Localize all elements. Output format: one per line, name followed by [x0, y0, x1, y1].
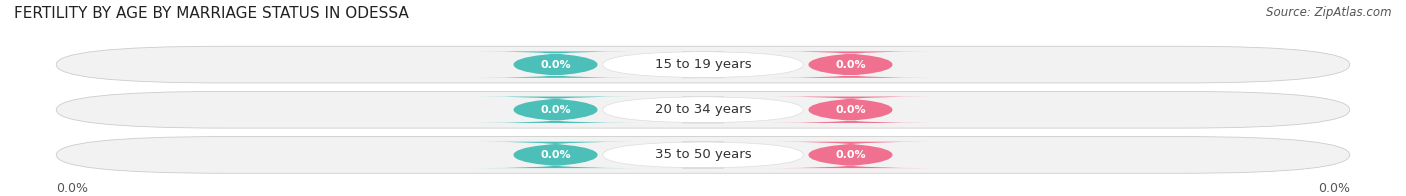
Text: 0.0%: 0.0% — [1317, 182, 1350, 195]
FancyBboxPatch shape — [477, 142, 634, 168]
FancyBboxPatch shape — [603, 51, 803, 78]
FancyBboxPatch shape — [56, 91, 1350, 128]
FancyBboxPatch shape — [772, 142, 929, 168]
Text: 0.0%: 0.0% — [835, 60, 866, 70]
FancyBboxPatch shape — [603, 97, 803, 123]
FancyBboxPatch shape — [56, 137, 1350, 173]
Text: 0.0%: 0.0% — [540, 150, 571, 160]
Text: 0.0%: 0.0% — [835, 105, 866, 115]
Text: 0.0%: 0.0% — [540, 60, 571, 70]
Text: 0.0%: 0.0% — [56, 182, 89, 195]
FancyBboxPatch shape — [772, 51, 929, 78]
FancyBboxPatch shape — [477, 51, 634, 78]
Text: FERTILITY BY AGE BY MARRIAGE STATUS IN ODESSA: FERTILITY BY AGE BY MARRIAGE STATUS IN O… — [14, 6, 409, 21]
Text: 15 to 19 years: 15 to 19 years — [655, 58, 751, 71]
FancyBboxPatch shape — [772, 97, 929, 123]
FancyBboxPatch shape — [477, 97, 634, 123]
FancyBboxPatch shape — [603, 142, 803, 168]
FancyBboxPatch shape — [56, 46, 1350, 83]
Text: 0.0%: 0.0% — [835, 150, 866, 160]
Text: Source: ZipAtlas.com: Source: ZipAtlas.com — [1267, 6, 1392, 19]
Text: 0.0%: 0.0% — [540, 105, 571, 115]
Text: 20 to 34 years: 20 to 34 years — [655, 103, 751, 116]
Text: 35 to 50 years: 35 to 50 years — [655, 148, 751, 162]
